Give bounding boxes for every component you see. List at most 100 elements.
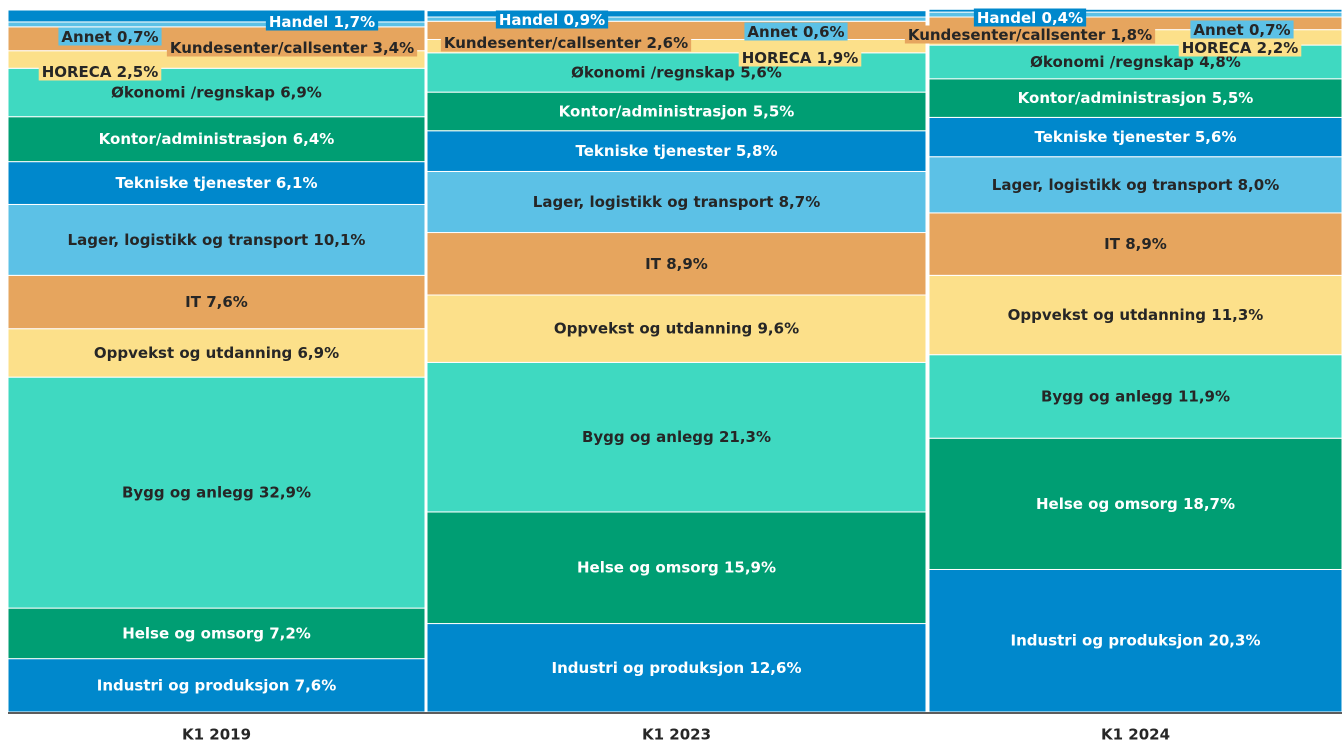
- data-label-group: HORECA 2,2%: [1178, 38, 1302, 57]
- series-name: Annet: [61, 28, 111, 46]
- value-label: 9,6%: [758, 319, 800, 337]
- bar-segment: [7, 658, 426, 713]
- x-tick-label: K1 2023: [642, 726, 711, 744]
- data-label: Kontor/administrasjon 5,5%: [559, 102, 795, 120]
- series-name: Handel: [499, 11, 558, 29]
- data-label: Tekniske tjenester 5,6%: [1035, 128, 1237, 146]
- series-name: Helse og omsorg: [122, 624, 264, 642]
- value-label: 3,4%: [373, 39, 415, 57]
- data-label-group: Handel 0,9%: [495, 10, 609, 29]
- bar-segment: [426, 130, 927, 172]
- data-label: Handel 1,7%: [269, 13, 375, 31]
- data-label: Handel 0,4%: [977, 9, 1083, 27]
- data-label: Helse og omsorg 7,2%: [122, 624, 311, 642]
- series-name: Lager, logistikk og transport: [533, 192, 774, 210]
- data-label-group: Industri og produksjon 12,6%: [552, 658, 802, 676]
- value-label: 0,9%: [564, 11, 606, 29]
- data-label-group: Oppvekst og utdanning 6,9%: [94, 343, 339, 361]
- data-label-group: Kontor/administrasjon 6,4%: [99, 130, 335, 148]
- series-name: Kundesenter/callsenter: [908, 26, 1106, 44]
- series-name: Bygg og anlegg: [122, 483, 254, 501]
- value-label: 8,9%: [666, 254, 708, 272]
- data-label: Bygg og anlegg 32,9%: [122, 483, 311, 501]
- data-label: Bygg og anlegg 21,3%: [582, 428, 771, 446]
- data-label-group: Industri og produksjon 20,3%: [1011, 631, 1261, 649]
- series-name: Bygg og anlegg: [1041, 387, 1173, 405]
- series-name: Tekniske tjenester: [576, 142, 732, 160]
- data-label: HORECA 2,2%: [1182, 39, 1299, 57]
- data-label-group: Tekniske tjenester 6,1%: [116, 174, 318, 192]
- value-label: 11,3%: [1211, 306, 1263, 324]
- label-box: [58, 27, 162, 46]
- series-name: Bygg og anlegg: [582, 428, 714, 446]
- data-label-group: Kundesenter/callsenter 1,8%: [904, 25, 1156, 44]
- series-name: Kontor/administrasjon: [1018, 89, 1207, 107]
- label-box: [744, 22, 848, 41]
- bar-segment: [426, 91, 927, 132]
- series-name: HORECA: [1182, 39, 1252, 57]
- data-label: Industri og produksjon 12,6%: [552, 658, 802, 676]
- data-label-group: Annet 0,7%: [58, 27, 162, 46]
- bar-segment: [426, 361, 927, 513]
- data-label: Handel 0,9%: [499, 11, 605, 29]
- value-label: 2,2%: [1257, 39, 1299, 57]
- series-name: Helse og omsorg: [577, 558, 719, 576]
- value-label: 8,7%: [779, 192, 821, 210]
- data-label: HORECA 1,9%: [742, 49, 859, 67]
- value-label: 0,7%: [1249, 21, 1291, 39]
- data-label-group: Økonomi /regnskap 4,8%: [1030, 52, 1241, 70]
- series-name: Lager, logistikk og transport: [992, 175, 1233, 193]
- series-name: Økonomi /regnskap: [571, 63, 735, 81]
- series-name: HORECA: [42, 63, 112, 81]
- bar-segment: [7, 203, 426, 276]
- data-label: Helse og omsorg 18,7%: [1036, 494, 1235, 512]
- series-name: Industri og produksjon: [97, 676, 290, 694]
- value-label: 12,6%: [749, 658, 801, 676]
- bar-segment: [426, 10, 927, 18]
- data-label-group: Økonomi /regnskap 5,6%: [571, 63, 782, 81]
- series-name: Oppvekst og utdanning: [94, 343, 292, 361]
- value-label: 7,6%: [206, 293, 248, 311]
- series-name: Kundesenter/callsenter: [444, 34, 642, 52]
- value-label: 11,9%: [1178, 387, 1230, 405]
- data-label: Økonomi /regnskap 6,9%: [111, 83, 322, 101]
- data-label-group: Annet 0,6%: [744, 22, 848, 41]
- bar-segment: [426, 511, 927, 625]
- data-label: Oppvekst og utdanning 6,9%: [94, 343, 339, 361]
- value-label: 5,6%: [740, 63, 782, 81]
- data-label-group: Helse og omsorg 15,9%: [577, 558, 776, 576]
- data-label-group: Bygg og anlegg 21,3%: [582, 428, 771, 446]
- data-label: Lager, logistikk og transport 10,1%: [68, 230, 366, 248]
- data-label: Økonomi /regnskap 4,8%: [1030, 52, 1241, 70]
- data-label-group: Lager, logistikk og transport 8,7%: [533, 192, 820, 210]
- series-name: Kundesenter/callsenter: [170, 39, 368, 57]
- data-label-group: Lager, logistikk og transport 8,0%: [992, 175, 1279, 193]
- label-box: [265, 12, 379, 31]
- x-tick-label: K1 2019: [182, 726, 251, 744]
- data-label: Annet 0,7%: [61, 28, 158, 46]
- series-name: Helse og omsorg: [1036, 494, 1178, 512]
- label-box: [738, 48, 862, 67]
- data-label-group: Lager, logistikk og transport 10,1%: [68, 230, 366, 248]
- data-label: IT 8,9%: [645, 254, 708, 272]
- data-label: Industri og produksjon 20,3%: [1011, 631, 1261, 649]
- series-name: Tekniske tjenester: [116, 174, 272, 192]
- series-name: Annet: [747, 23, 797, 41]
- bar-segment: [7, 607, 426, 660]
- series-name: HORECA: [742, 49, 812, 67]
- data-label-group: Annet 0,7%: [1190, 20, 1294, 39]
- value-label: 1,9%: [817, 49, 859, 67]
- data-label: Økonomi /regnskap 5,6%: [571, 63, 782, 81]
- series-name: Kontor/administrasjon: [559, 102, 748, 120]
- data-label-group: Tekniske tjenester 5,6%: [1035, 128, 1237, 146]
- value-label: 8,0%: [1238, 175, 1280, 193]
- data-label: Annet 0,6%: [747, 23, 844, 41]
- series-name: Annet: [1193, 21, 1243, 39]
- series-name: Kontor/administrasjon: [99, 130, 288, 148]
- value-label: 18,7%: [1183, 494, 1235, 512]
- data-label-group: HORECA 2,5%: [38, 62, 162, 81]
- data-label: Helse og omsorg 15,9%: [577, 558, 776, 576]
- value-label: 21,3%: [719, 428, 771, 446]
- bar-segment: [426, 232, 927, 296]
